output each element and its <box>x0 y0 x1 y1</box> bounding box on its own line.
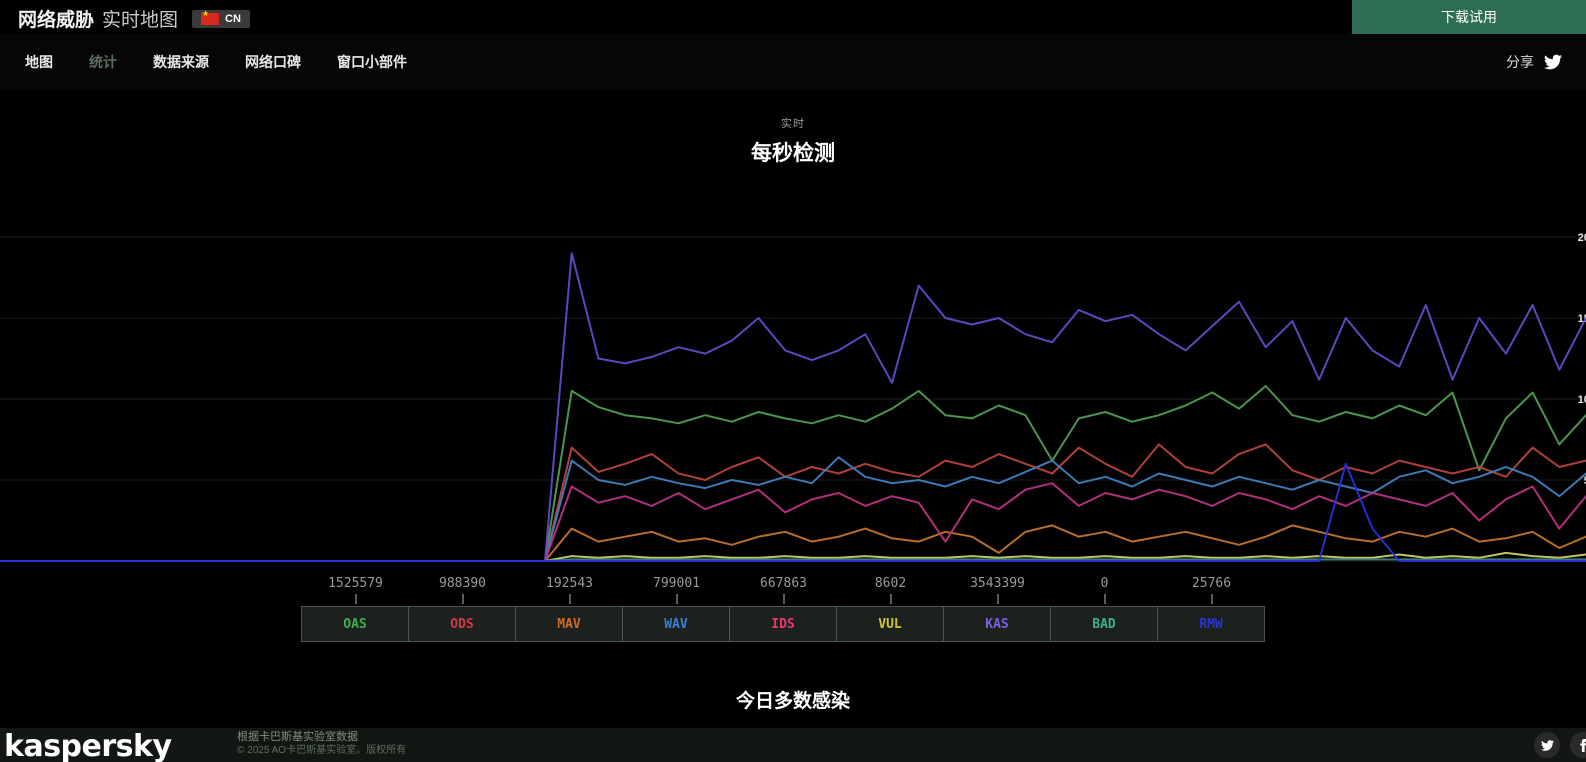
series-bad-line <box>0 558 1586 562</box>
series-kas-line <box>0 252 1586 562</box>
legend-col-wav: 799001 WAV <box>622 576 730 642</box>
legend-col-bad: 0 BAD <box>1050 576 1158 642</box>
legend-tick <box>782 594 785 604</box>
detections-per-second-chart: 050100150200 <box>0 232 1586 562</box>
nav-item-statistics[interactable]: 统计 <box>89 54 117 70</box>
country-selector[interactable]: CN <box>192 9 250 28</box>
legend-button-ods[interactable]: ODS <box>408 606 516 642</box>
series-ids-line <box>0 482 1586 562</box>
app-title-bold: 网络威胁 <box>18 10 95 31</box>
chart-legend: 1525579 OAS 988390 ODS 192543 MAV 799001 WAV 667… <box>301 576 1265 642</box>
nav-items: 地图 统计 数据来源 网络口碑 窗口小部件 <box>25 34 407 90</box>
footer-social <box>1534 732 1586 758</box>
legend-button-mav[interactable]: MAV <box>515 606 623 642</box>
series-ods-line <box>0 443 1586 562</box>
series-rmw-line <box>0 462 1586 562</box>
brand: 网络威胁 实时地图 CN <box>18 5 250 32</box>
y-axis-label-150: 150 <box>1578 313 1586 325</box>
legend-col-rmw: 25766 RMW <box>1157 576 1265 642</box>
footer: kaspersky 根据卡巴斯基实验室数据 © 2025 AO卡巴斯基实验室。版… <box>0 728 1586 762</box>
legend-button-kas[interactable]: KAS <box>943 606 1051 642</box>
series-wav-line <box>0 456 1586 562</box>
share-group: 分享 <box>1506 34 1562 90</box>
series-mav-line <box>0 524 1586 562</box>
kaspersky-logo[interactable]: kaspersky <box>4 729 172 762</box>
legend-count-ods: 988390 <box>439 576 486 591</box>
nav-item-map[interactable]: 地图 <box>25 54 53 70</box>
legend-count-rmw: 25766 <box>1191 576 1232 591</box>
download-trial-button[interactable]: 下载试用 <box>1352 0 1586 34</box>
legend-tick <box>996 594 999 604</box>
legend-button-bad[interactable]: BAD <box>1050 606 1158 642</box>
legend-button-wav[interactable]: WAV <box>622 606 730 642</box>
footer-copyright: © 2025 AO卡巴斯基实验室。版权所有 <box>237 745 407 756</box>
legend-button-vul[interactable]: VUL <box>836 606 944 642</box>
series-vul-line <box>0 551 1586 562</box>
legend-count-mav: 192543 <box>546 576 593 591</box>
country-code: CN <box>225 12 241 25</box>
legend-tick <box>354 594 357 604</box>
top-bar: 网络威胁 实时地图 CN 下载试用 <box>0 0 1586 34</box>
footer-facebook-button[interactable] <box>1570 732 1586 758</box>
footer-attribution: 根据卡巴斯基实验室数据 <box>237 731 358 743</box>
legend-count-bad: 0 <box>1100 576 1109 591</box>
legend-button-ids[interactable]: IDS <box>729 606 837 642</box>
legend-count-vul: 8602 <box>874 576 907 591</box>
y-axis-label-200: 200 <box>1578 232 1586 244</box>
legend-col-oas: 1525579 OAS <box>301 576 409 642</box>
y-axis-label-100: 100 <box>1578 394 1586 406</box>
chart-subtitle: 实时 <box>781 118 805 130</box>
legend-tick <box>568 594 571 604</box>
chart-heading: 实时 每秒检测 <box>0 115 1586 167</box>
legend-button-rmw[interactable]: RMW <box>1157 606 1265 642</box>
legend-button-oas[interactable]: OAS <box>301 606 409 642</box>
twitter-icon[interactable] <box>1544 53 1562 71</box>
legend-tick <box>1103 594 1106 604</box>
legend-count-oas: 1525579 <box>328 576 383 591</box>
legend-count-wav: 799001 <box>653 576 700 591</box>
legend-col-vul: 8602 VUL <box>836 576 944 642</box>
app-title-light: 实时地图 <box>102 10 179 31</box>
legend-tick <box>1210 594 1213 604</box>
legend-col-ids: 667863 IDS <box>729 576 837 642</box>
nav-item-data-sources[interactable]: 数据来源 <box>153 54 209 70</box>
china-flag-icon <box>201 9 220 25</box>
legend-tick <box>675 594 678 604</box>
nav-bar: 地图 统计 数据来源 网络口碑 窗口小部件 分享 <box>0 34 1586 90</box>
nav-item-buzz[interactable]: 网络口碑 <box>245 54 301 70</box>
legend-count-kas: 3543399 <box>970 576 1025 591</box>
legend-tick <box>889 594 892 604</box>
most-infected-today-heading: 今日多数感染 <box>735 691 850 712</box>
legend-col-ods: 988390 ODS <box>408 576 516 642</box>
share-label[interactable]: 分享 <box>1506 54 1534 70</box>
chart-title: 每秒检测 <box>751 142 835 165</box>
facebook-icon <box>1579 738 1586 752</box>
footer-text: 根据卡巴斯基实验室数据 © 2025 AO卡巴斯基实验室。版权所有 <box>237 730 406 758</box>
nav-item-widget[interactable]: 窗口小部件 <box>337 54 407 70</box>
y-axis-label-50: 50 <box>1584 475 1586 487</box>
legend-tick <box>461 594 464 604</box>
twitter-icon <box>1540 739 1554 751</box>
footer-twitter-button[interactable] <box>1534 732 1560 758</box>
legend-count-ids: 667863 <box>760 576 807 591</box>
legend-col-kas: 3543399 KAS <box>943 576 1051 642</box>
legend-col-mav: 192543 MAV <box>515 576 623 642</box>
